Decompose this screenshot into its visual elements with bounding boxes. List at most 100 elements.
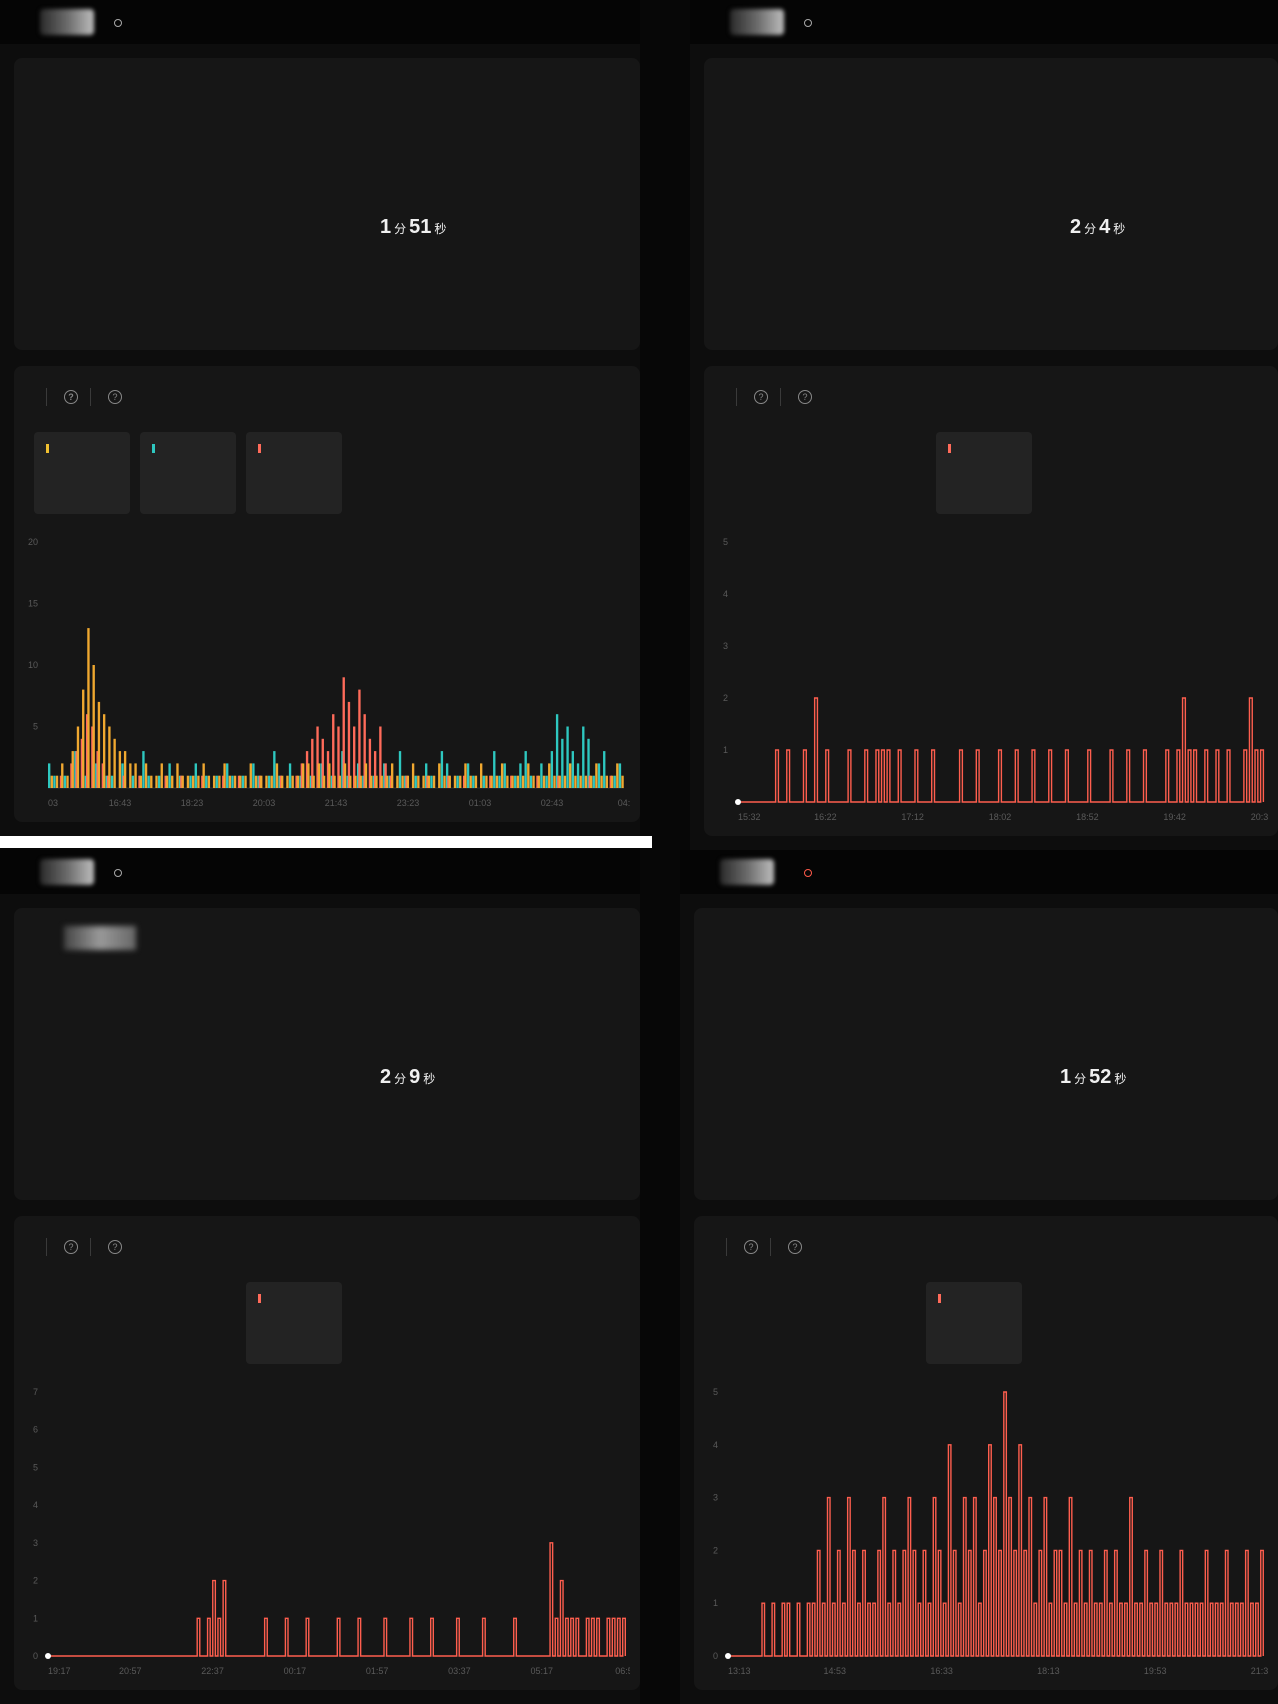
stream-status — [804, 865, 816, 879]
help-icon[interactable]: ? — [798, 390, 812, 404]
stats-panel-4: 1 分 52 秒?? 5 4 3 2 1 0 13:13 14:53 16:33 18:13 19:53 21… — [680, 850, 1278, 1704]
duration-minutes: 2 — [1070, 216, 1082, 238]
chart-bar — [105, 775, 108, 788]
chart-bar — [218, 775, 221, 788]
chart-bar — [122, 775, 125, 788]
chart-bar — [414, 775, 417, 788]
chart-bar — [131, 775, 135, 788]
tab-2[interactable]: ? — [90, 1238, 134, 1256]
tile-color-marker — [948, 444, 951, 453]
tile-color-marker — [152, 444, 155, 453]
chart-bar — [316, 726, 319, 788]
chart-bar — [121, 763, 124, 788]
chart-bar — [301, 763, 305, 788]
chart-bar — [275, 763, 279, 788]
tab-1[interactable]: ? — [46, 388, 90, 406]
chart-bar — [254, 775, 258, 788]
chart-bar — [80, 738, 84, 788]
y-tick-label: 2 — [713, 1545, 718, 1555]
analysis-card: ?? 20 15 10 5 03 16:43 18:23 20:03 21:43 23:23 01:0… — [14, 366, 640, 822]
help-icon[interactable]: ? — [744, 1240, 758, 1254]
metric-tile-0[interactable] — [34, 432, 130, 514]
chart-bar — [139, 775, 142, 788]
tile-label — [46, 444, 118, 453]
metric-tile-3[interactable] — [352, 432, 448, 514]
metric-tile-0[interactable] — [34, 1282, 130, 1364]
x-tick-label: 18:13 — [1037, 1666, 1060, 1676]
metric-tile-2[interactable] — [246, 432, 342, 514]
metric-tile-1[interactable] — [140, 432, 236, 514]
chart-bar — [521, 775, 525, 788]
tab-1[interactable]: ? — [736, 388, 780, 406]
avatar — [730, 9, 784, 35]
tab-1[interactable]: ? — [726, 1238, 770, 1256]
metric-tile-1[interactable] — [820, 1282, 916, 1364]
metric-tile-1[interactable] — [140, 1282, 236, 1364]
metric-tile-1[interactable] — [830, 432, 926, 514]
chart-bar — [482, 775, 485, 788]
metric-tile-5[interactable] — [1244, 1282, 1278, 1364]
chart-bar — [118, 751, 122, 788]
chart-bar — [574, 775, 577, 788]
chart-bar — [320, 763, 323, 788]
chart-bar — [610, 775, 614, 788]
tab-2[interactable]: ? — [770, 1238, 814, 1256]
chart-bar — [270, 775, 273, 788]
chart-bar — [519, 763, 522, 788]
metric-tile-3[interactable] — [1042, 432, 1138, 514]
help-icon[interactable]: ? — [108, 1240, 122, 1254]
y-tick-label: 3 — [713, 1493, 718, 1503]
summary-card: 1 分 51 秒 — [14, 58, 640, 350]
metric-tile-4[interactable] — [1138, 1282, 1234, 1364]
metric-tile-0[interactable] — [714, 1282, 810, 1364]
help-icon[interactable]: ? — [754, 390, 768, 404]
divider-bar — [0, 836, 652, 848]
chart-bar — [300, 763, 304, 788]
chart-bar — [609, 775, 612, 788]
chart-bar — [489, 775, 492, 788]
tab-1[interactable]: ? — [46, 1238, 90, 1256]
chart-bar — [76, 726, 80, 788]
chart-bar — [317, 763, 321, 788]
unit-min: 分 — [1084, 222, 1097, 236]
chart-bar — [265, 775, 268, 788]
metric-tile-2[interactable] — [246, 1282, 342, 1364]
unit-sec: 秒 — [423, 1072, 436, 1086]
chart-bar — [164, 775, 167, 788]
avatar — [720, 859, 774, 885]
metric-tile-2[interactable] — [926, 1282, 1022, 1364]
help-icon[interactable]: ? — [108, 390, 122, 404]
chart-bar — [231, 775, 234, 788]
metric-tile-0[interactable] — [724, 432, 820, 514]
chart-bar — [223, 763, 226, 788]
chart-bar — [299, 775, 302, 788]
metric-tile-5[interactable] — [564, 1282, 640, 1364]
chart-bar — [144, 763, 148, 788]
chart-bar — [197, 775, 200, 788]
tab-2[interactable]: ? — [780, 388, 824, 406]
metric-tile-2[interactable] — [936, 432, 1032, 514]
duration-seconds: 4 — [1099, 216, 1111, 238]
chart-bar — [337, 726, 340, 788]
metric-tile-5[interactable] — [564, 432, 640, 514]
chart-bar — [447, 775, 450, 788]
metric-tile-4[interactable] — [458, 1282, 554, 1364]
help-icon[interactable]: ? — [64, 390, 78, 404]
chart-bar — [396, 775, 399, 788]
y-tick-label: 1 — [723, 745, 728, 755]
metric-tile-3[interactable] — [1032, 1282, 1128, 1364]
chart-bar — [215, 775, 218, 788]
x-tick-label: 18:52 — [1076, 812, 1099, 822]
help-icon[interactable]: ? — [64, 1240, 78, 1254]
chart-bar — [459, 775, 462, 788]
chart-bar — [106, 775, 110, 788]
tab-2[interactable]: ? — [90, 388, 134, 406]
help-icon[interactable]: ? — [788, 1240, 802, 1254]
metric-tile-4[interactable] — [458, 432, 554, 514]
metric-tile-3[interactable] — [352, 1282, 448, 1364]
chart-bar — [205, 775, 208, 788]
chart-bar — [291, 775, 294, 788]
duration-minutes: 2 — [380, 1066, 392, 1088]
chart-bar — [305, 751, 309, 788]
metric-tile-4[interactable] — [1148, 432, 1244, 514]
